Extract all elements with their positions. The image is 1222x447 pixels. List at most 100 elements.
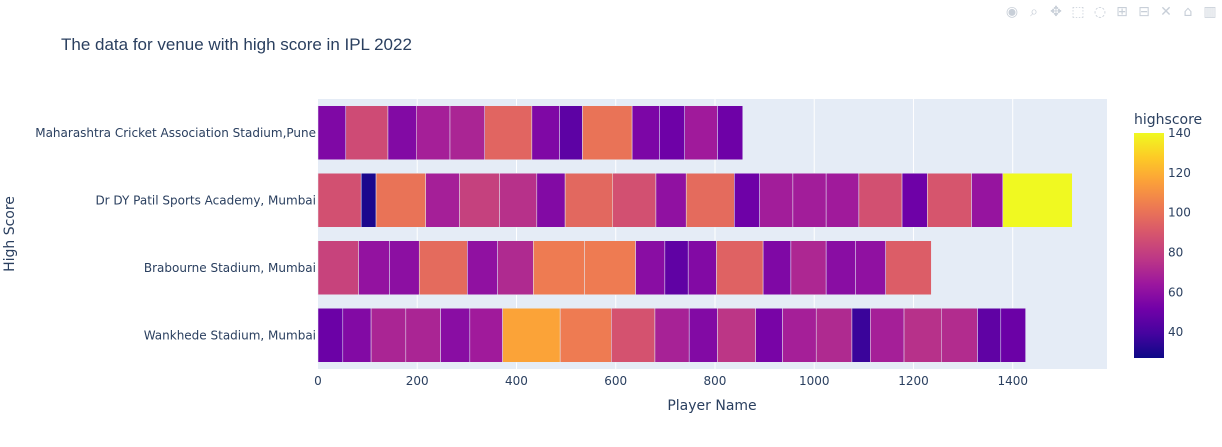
bar-segment[interactable] [317, 240, 359, 295]
x-tick-label: 800 [704, 374, 727, 388]
bar-segment[interactable] [815, 308, 853, 363]
bar-segment[interactable] [655, 173, 687, 228]
bar-segment[interactable] [903, 308, 942, 363]
colorbar [1134, 133, 1164, 358]
bar-segment[interactable] [317, 308, 344, 363]
bar-segment[interactable] [536, 173, 566, 228]
bar-segment[interactable] [531, 105, 560, 160]
bar-segment[interactable] [635, 240, 666, 295]
bar-segment[interactable] [941, 308, 978, 363]
pan-icon[interactable]: ✥ [1050, 4, 1062, 20]
bar-segment[interactable] [631, 105, 660, 160]
autoscale-icon[interactable]: ✕ [1160, 4, 1172, 20]
bar-segment[interactable] [418, 240, 468, 295]
bar-segment[interactable] [825, 240, 856, 295]
x-tick-labels: 0 200 400 600 800 1000 1200 1400 [314, 374, 1028, 388]
bar-segments [317, 105, 1073, 363]
bar-segment[interactable] [927, 173, 972, 228]
colorbar-tick-label: 60 [1168, 285, 1183, 299]
bar-segment[interactable] [425, 173, 460, 228]
bar-segment[interactable] [317, 173, 362, 228]
bar-segment[interactable] [358, 240, 390, 295]
bar-segment[interactable] [734, 173, 760, 228]
bar-segment[interactable] [375, 173, 426, 228]
bar-segment[interactable] [564, 173, 614, 228]
x-tick-label: 0 [314, 374, 322, 388]
bar-segment[interactable] [497, 240, 534, 295]
bar-segment[interactable] [1002, 173, 1073, 228]
bar-segment[interactable] [499, 173, 538, 228]
bar-segment[interactable] [684, 105, 718, 160]
bar-segment[interactable] [502, 308, 561, 363]
bar-segment[interactable] [654, 308, 690, 363]
x-tick-label: 1000 [799, 374, 830, 388]
colorbar-title: highscore [1134, 112, 1202, 128]
bar-segment[interactable] [971, 173, 1004, 228]
bar-segment[interactable] [387, 105, 417, 160]
bar-segment[interactable] [755, 308, 783, 363]
bar-segment[interactable] [855, 240, 886, 295]
colorbar-tick-label: 80 [1168, 245, 1183, 259]
colorbar-tick-label: 140 [1168, 126, 1191, 140]
bar-segment[interactable] [851, 308, 871, 363]
y-tick-label: Dr DY Patil Sports Academy, Mumbai [95, 193, 316, 207]
bar-segment[interactable] [792, 173, 827, 228]
bar-segment[interactable] [582, 105, 633, 160]
bar-segment[interactable] [317, 105, 347, 160]
camera-icon[interactable]: ◉ [1005, 4, 1019, 20]
bar-segment[interactable] [1000, 308, 1026, 363]
bar-segment[interactable] [469, 308, 503, 363]
bar-segment[interactable] [688, 308, 718, 363]
bar-segment[interactable] [687, 240, 717, 295]
box-select-icon[interactable]: ⬚ [1071, 4, 1085, 20]
zoom-in-icon[interactable]: ⊞ [1116, 4, 1128, 20]
bar-segment[interactable] [405, 308, 441, 363]
y-tick-label: Brabourne Stadium, Mumbai [144, 261, 316, 275]
bar-segment[interactable] [717, 105, 744, 160]
reset-axes-icon[interactable]: ⌂ [1183, 4, 1193, 20]
bar-segment[interactable] [716, 240, 764, 295]
zoom-icon[interactable]: ⌕ [1030, 4, 1038, 20]
x-tick-label: 400 [505, 374, 528, 388]
x-tick-label: 600 [604, 374, 627, 388]
bar-segment[interactable] [389, 240, 420, 295]
bar-segment[interactable] [559, 308, 612, 363]
zoom-out-icon[interactable]: ⊟ [1138, 4, 1150, 20]
bar-segment[interactable] [533, 240, 585, 295]
bar-segment[interactable] [977, 308, 1002, 363]
bar-segment[interactable] [685, 173, 735, 228]
bar-segment[interactable] [762, 240, 792, 295]
bar-segment[interactable] [659, 105, 685, 160]
bar-segment[interactable] [449, 105, 485, 160]
plotly-logo-icon[interactable]: ▥ [1203, 4, 1217, 20]
colorbar-tick-label: 40 [1168, 325, 1183, 339]
bar-segment[interactable] [717, 308, 756, 363]
bar-segment[interactable] [782, 308, 817, 363]
bar-segment[interactable] [559, 105, 583, 160]
bar-segment[interactable] [345, 105, 389, 160]
bar-segment[interactable] [459, 173, 500, 228]
bar-segment[interactable] [584, 240, 636, 295]
bar-segment[interactable] [612, 173, 657, 228]
bar-segment[interactable] [360, 173, 377, 228]
bar-segment[interactable] [416, 105, 451, 160]
lasso-icon[interactable]: ◌ [1093, 4, 1107, 20]
bar-segment[interactable] [759, 173, 794, 228]
bar-segment[interactable] [825, 173, 860, 228]
x-tick-label: 200 [406, 374, 429, 388]
bar-segment[interactable] [858, 173, 903, 228]
bar-segment[interactable] [870, 308, 905, 363]
bar-segment[interactable] [901, 173, 928, 228]
x-axis-title: Player Name [667, 398, 756, 414]
bar-segment[interactable] [467, 240, 498, 295]
bar-segment[interactable] [342, 308, 372, 363]
bar-segment[interactable] [370, 308, 407, 363]
bar-segment[interactable] [664, 240, 689, 295]
colorbar-tick-label: 100 [1168, 206, 1191, 220]
bar-segment[interactable] [790, 240, 827, 295]
bar-segment[interactable] [611, 308, 656, 363]
bar-segment[interactable] [440, 308, 471, 363]
bar-segment[interactable] [484, 105, 533, 160]
bar-segment[interactable] [885, 240, 932, 295]
